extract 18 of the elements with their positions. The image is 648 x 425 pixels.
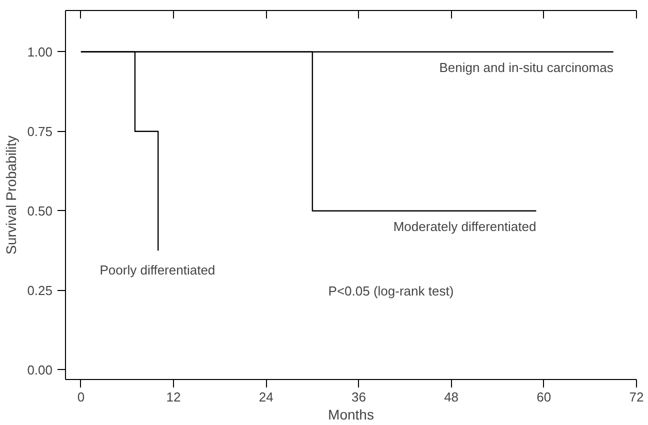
series-label: Poorly differentiated bbox=[100, 262, 216, 278]
x-tick-label: 72 bbox=[629, 390, 644, 404]
x-tick-label: 60 bbox=[536, 390, 552, 404]
x-tick-label: 0 bbox=[77, 390, 85, 404]
y-axis-title: Survival Probability bbox=[3, 135, 20, 255]
x-tick-label: 12 bbox=[166, 390, 181, 404]
x-tick-label: 24 bbox=[258, 390, 274, 404]
x-axis-title: Months bbox=[328, 406, 374, 422]
series-label: Benign and in-situ carcinomas bbox=[439, 60, 614, 75]
y-tick-label: 1.00 bbox=[27, 44, 53, 60]
x-tick-label: 36 bbox=[351, 390, 366, 404]
y-tick-label: 0.25 bbox=[27, 282, 53, 298]
annotation: P<0.05 (log-rank test) bbox=[328, 283, 454, 298]
series-label: Moderately differentiated bbox=[393, 218, 536, 234]
y-tick-label: 0.00 bbox=[27, 362, 53, 378]
y-tick-label: 0.75 bbox=[27, 124, 53, 139]
x-tick-label: 48 bbox=[444, 390, 459, 404]
y-tick-label: 0.50 bbox=[27, 203, 53, 218]
